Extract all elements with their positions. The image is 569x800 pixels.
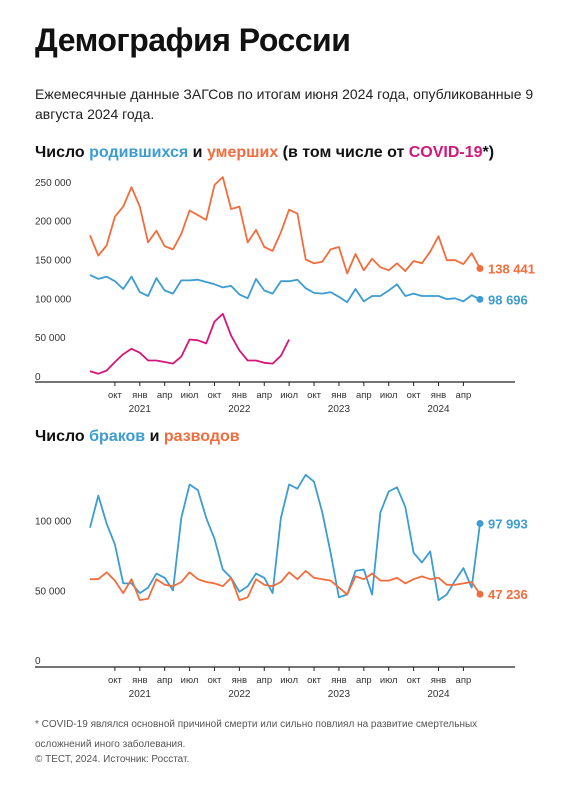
x-tick-label: окт xyxy=(407,675,422,686)
marriages-divorces-chart-title: Число браков и разводов xyxy=(35,428,240,446)
title-text: Число xyxy=(35,144,90,161)
year-label: 2021 xyxy=(129,404,152,415)
title-text: и xyxy=(145,428,164,445)
x-tick-label: апр xyxy=(456,390,472,401)
title-text: *) xyxy=(482,144,495,161)
series-end-label-браков: 97 993 xyxy=(488,517,528,532)
series-end-label-умерших: 138 441 xyxy=(488,261,535,276)
x-tick-label: июл xyxy=(280,390,298,401)
x-tick-label: июл xyxy=(280,675,298,686)
year-label: 2023 xyxy=(328,404,351,415)
x-tick-label: июл xyxy=(380,675,398,686)
x-tick-label: апр xyxy=(256,390,272,401)
births-deaths-chart-title: Число родившихся и умерших (в том числе … xyxy=(35,144,494,162)
x-tick-label: апр xyxy=(456,675,472,686)
page-title: Демография России xyxy=(35,22,351,58)
y-tick-label: 50 000 xyxy=(35,333,66,344)
source-credit: © ТЕСТ, 2024. Источник: Росстат. xyxy=(35,754,190,765)
series-line-родившихся xyxy=(89,274,481,304)
series-line-covid-19 xyxy=(89,312,290,375)
x-tick-label: янв xyxy=(132,390,147,401)
y-tick-label: 0 xyxy=(35,372,41,383)
y-tick-label: 0 xyxy=(35,656,41,667)
deaths-legend-label: умерших xyxy=(206,144,279,161)
x-tick-label: апр xyxy=(157,675,173,686)
y-tick-label: 150 000 xyxy=(35,255,72,266)
x-tick-label: окт xyxy=(407,390,422,401)
x-tick-label: янв xyxy=(331,390,346,401)
year-label: 2021 xyxy=(129,689,152,700)
x-tick-label: окт xyxy=(307,390,322,401)
title-text: и xyxy=(188,144,207,161)
x-tick-label: июл xyxy=(181,675,199,686)
x-tick-label: янв xyxy=(232,390,247,401)
x-tick-label: янв xyxy=(232,675,247,686)
x-tick-label: окт xyxy=(108,390,123,401)
series-line-умерших xyxy=(89,176,481,275)
marriages-legend-label: браков xyxy=(89,428,146,445)
series-end-point-браков xyxy=(476,520,484,528)
title-text: (в том числе от xyxy=(278,144,409,161)
y-tick-label: 100 000 xyxy=(35,294,72,305)
year-label: 2024 xyxy=(427,404,450,415)
x-tick-label: окт xyxy=(208,390,223,401)
x-tick-label: янв xyxy=(132,675,147,686)
series-line-разводов xyxy=(90,570,481,601)
x-tick-label: окт xyxy=(108,675,123,686)
x-tick-label: окт xyxy=(307,675,322,686)
x-tick-label: апр xyxy=(157,390,173,401)
series-end-label-родившихся: 98 696 xyxy=(488,292,528,307)
divorces-legend-label: разводов xyxy=(163,428,240,445)
x-tick-label: янв xyxy=(431,390,446,401)
year-label: 2022 xyxy=(228,404,251,415)
series-line-браков xyxy=(89,473,481,601)
x-tick-label: июл xyxy=(181,390,199,401)
y-tick-label: 100 000 xyxy=(35,517,72,528)
footnote: * COVID-19 являлся основной причиной сме… xyxy=(35,719,478,750)
title-text: Число xyxy=(35,428,90,445)
series-end-point-родившихся xyxy=(476,295,484,303)
year-label: 2022 xyxy=(228,689,251,700)
x-tick-label: апр xyxy=(356,390,372,401)
y-tick-label: 50 000 xyxy=(35,586,66,597)
x-tick-label: янв xyxy=(331,675,346,686)
series-end-point-умерших xyxy=(476,264,484,272)
y-tick-label: 250 000 xyxy=(35,178,72,189)
x-tick-label: июл xyxy=(380,390,398,401)
covid-legend-label: COVID-19 xyxy=(408,144,483,161)
year-label: 2024 xyxy=(427,689,450,700)
series-end-point-разводов xyxy=(476,590,484,598)
x-tick-label: янв xyxy=(431,675,446,686)
x-tick-label: апр xyxy=(356,675,372,686)
x-tick-label: апр xyxy=(256,675,272,686)
year-label: 2023 xyxy=(328,689,351,700)
series-end-label-разводов: 47 236 xyxy=(488,587,528,602)
y-tick-label: 200 000 xyxy=(35,217,72,228)
births-legend-label: родившихся xyxy=(89,144,189,161)
x-tick-label: окт xyxy=(208,675,223,686)
page-subtitle: Ежемесячные данные ЗАГСов по итогам июня… xyxy=(35,86,534,122)
